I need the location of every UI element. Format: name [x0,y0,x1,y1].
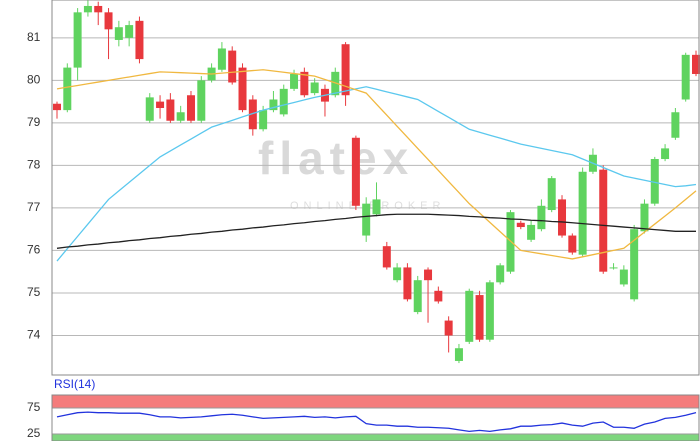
candle-body [547,178,556,211]
candle-body [53,103,61,111]
candle-body [578,171,587,255]
y-tick-label: 75 [27,400,41,414]
candle-body [671,112,680,138]
candle-body [465,290,474,342]
candle-body [393,267,402,281]
candle-body [496,265,505,283]
y-tick-label: 81 [27,30,41,44]
candle-body [444,320,453,336]
candle-body [125,25,134,38]
candle-body [630,229,639,300]
y-tick-label: 78 [27,158,41,172]
candle-body [351,137,360,206]
moving-average [56,86,697,262]
candle-body [217,48,226,70]
candle-body [279,88,288,115]
plot-border [51,0,700,376]
candle-body [114,27,123,40]
candle-body [248,99,257,130]
candle-body [166,99,175,121]
candle-body [599,169,608,272]
candle-body [558,199,567,236]
rsi-band [51,394,700,409]
candle-body [454,348,463,361]
candle-body [228,50,237,83]
plot-border [51,394,700,441]
candle-body [310,82,319,94]
y-tick-label: 77 [27,200,41,214]
candle-body [269,99,278,111]
candle-body [238,67,247,111]
candle-body [63,67,72,111]
candle-body [104,12,113,30]
rsi-line [56,411,697,433]
y-tick-label: 25 [27,426,41,440]
candle-body [290,73,299,89]
watermark-brand: flatex [258,132,414,184]
y-tick-label: 74 [27,328,41,342]
candle-body [681,54,690,100]
candle-body [341,44,350,96]
candle-body [259,110,268,130]
candle-body [568,235,577,253]
candle-body [73,12,82,68]
candle-body [516,222,525,228]
candle-body [661,148,670,160]
candle-body [537,205,546,230]
candle-body [372,199,381,215]
rsi-band [51,433,700,441]
candle-body [362,203,371,236]
candle-body [692,54,700,74]
y-tick-label: 75 [27,285,41,299]
candle-body [156,101,165,108]
candle-body [197,80,206,121]
rsi-title: RSI(14) [54,377,95,391]
candle-body [145,97,154,121]
y-tick-label: 80 [27,73,41,87]
y-tick-label: 79 [27,115,41,129]
candle-body [83,5,92,13]
candle-body [176,112,185,121]
candle-body [475,295,484,340]
candle-body [424,269,433,281]
y-tick-label: 76 [27,243,41,257]
candle-body [650,159,659,204]
candle-body [527,224,536,240]
candle-body [640,203,649,232]
candle-body [403,267,412,300]
candle-body [94,5,103,13]
moving-average [56,69,697,260]
candle-body [413,280,422,313]
candle-body [186,95,195,121]
candle-body [609,267,618,269]
candle-body [619,269,628,285]
candle-body [135,20,144,60]
candle-body [434,290,443,302]
candle-body [382,246,391,268]
candle-body [300,71,309,96]
moving-average [56,213,696,249]
candle-body [485,282,494,340]
